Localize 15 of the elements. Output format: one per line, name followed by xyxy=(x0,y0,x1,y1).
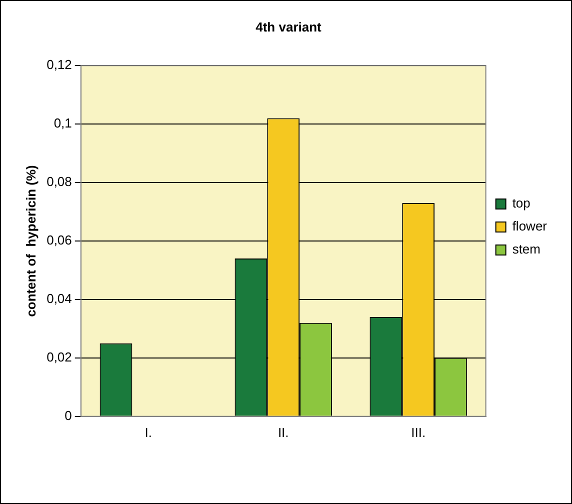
chart-title: 4th variant xyxy=(256,19,322,34)
y-axis-title: content of hypericin (%) xyxy=(23,165,38,317)
x-tick-label: III. xyxy=(411,424,426,440)
x-tick-label: I. xyxy=(144,424,152,440)
legend-label: top xyxy=(512,196,530,211)
y-tick-label: 0,1 xyxy=(54,116,72,131)
legend-label: stem xyxy=(512,242,540,257)
y-tick-label: 0,12 xyxy=(46,57,72,72)
y-tick-label: 0,06 xyxy=(46,232,72,248)
y-tick-label: 0,04 xyxy=(46,291,72,306)
y-tick-label: 0,08 xyxy=(46,174,72,190)
y-tick-label: 0 xyxy=(64,408,72,423)
legend-label: flower xyxy=(512,218,548,234)
x-tick-label: II. xyxy=(278,424,289,440)
y-tick-label: 0,02 xyxy=(46,350,72,365)
